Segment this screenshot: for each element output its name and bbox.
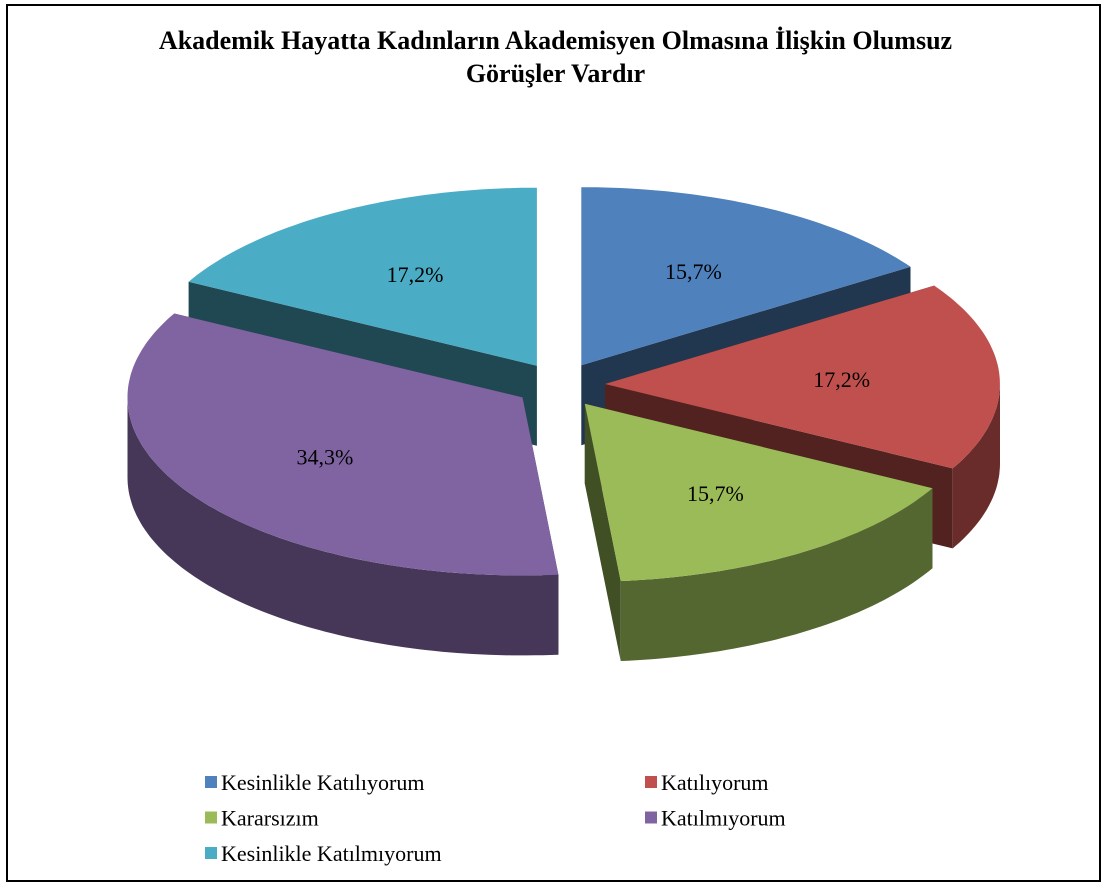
legend-label: Kesinlikle Katılmıyorum [221,841,442,866]
legend-swatch [205,776,217,788]
legend-swatch [645,776,657,788]
legend-swatch [205,811,217,824]
chart-title: Akademik Hayatta Kadınların Akademisyen … [158,26,953,88]
legend-label: Katılıyorum [661,770,769,795]
legend-label: Katılmıyorum [661,806,786,831]
slice-wall [952,384,1000,549]
slice [584,403,933,581]
legend-swatch [645,811,657,824]
slice-side [584,403,621,661]
slice-wall [127,397,559,656]
slice [605,285,1000,469]
data-label: 15,7% [687,481,744,506]
data-label: 17,2% [387,262,444,287]
data-label: 15,7% [665,259,722,284]
slice [581,187,911,366]
slice-wall [620,488,933,661]
data-label: 34,3% [297,444,354,469]
slice [127,313,559,576]
legend-label: Kesinlikle Katılıyorum [221,770,424,795]
chart-frame [6,4,1101,882]
slice [188,187,537,366]
legend-swatch [205,847,217,859]
legend-label: Kararsızım [221,806,319,831]
data-label: 17,2% [813,367,870,392]
